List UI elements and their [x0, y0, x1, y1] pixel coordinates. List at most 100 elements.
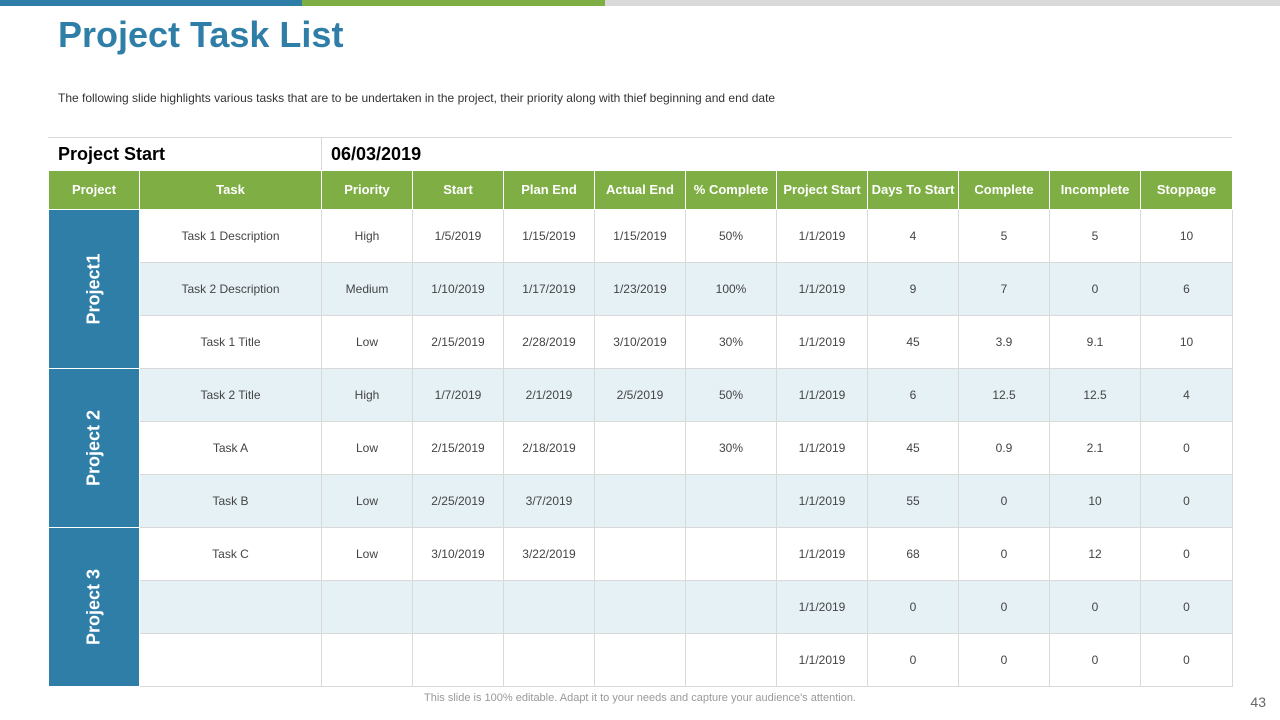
table-cell: High [321, 209, 413, 263]
divider [321, 138, 322, 171]
table-cell: 7 [958, 262, 1050, 316]
table-cell: Task 1 Title [139, 315, 322, 369]
table-cell: 12 [1049, 527, 1141, 581]
project-start-value: 06/03/2019 [331, 144, 422, 164]
table-cell: 0 [1140, 421, 1233, 475]
table-row: 1/1/2019 0 0 0 0 [49, 633, 1233, 687]
table-cell: 0 [867, 633, 959, 687]
table-cell: 30% [685, 315, 777, 369]
table-cell [139, 580, 322, 634]
table-cell: 5 [1049, 209, 1141, 263]
table-row: Project 3 Task C Low 3/10/2019 3/22/2019 1/1/… [48, 527, 1233, 687]
table-cell: 10 [1140, 315, 1233, 369]
table-cell: 5 [958, 209, 1050, 263]
table-cell: 45 [867, 421, 959, 475]
table-row: Project 2 Task 2 Title High 1/7/2019 2/1/201… [48, 368, 1233, 528]
table-cell: 3/10/2019 [412, 527, 504, 581]
table-cell: 0 [1140, 580, 1233, 634]
column-header: Project Start [776, 170, 868, 210]
table-cell: Task B [139, 474, 322, 528]
table-cell: 12.5 [1049, 368, 1141, 422]
table-cell: 1/15/2019 [503, 209, 595, 263]
table-cell: 0.9 [958, 421, 1050, 475]
table-cell: Low [321, 315, 413, 369]
project-start-row: Project Start 06/03/2019 [48, 137, 1232, 171]
table-cell: 2/18/2019 [503, 421, 595, 475]
table-cell: Task 2 Description [139, 262, 322, 316]
table-cell [685, 474, 777, 528]
table-cell: 2/1/2019 [503, 368, 595, 422]
table-cell: 6 [867, 368, 959, 422]
table-cell: 6 [1140, 262, 1233, 316]
table-cell: 50% [685, 368, 777, 422]
table-row: Task 2 Description Medium 1/10/2019 1/17/20… [49, 262, 1233, 316]
table-cell: 1/1/2019 [776, 209, 868, 263]
table-cell [594, 421, 686, 475]
table-cell: 1/7/2019 [412, 368, 504, 422]
table-cell [412, 633, 504, 687]
accent-bar-green [302, 0, 605, 6]
table-cell: 1/1/2019 [776, 527, 868, 581]
table-cell: 45 [867, 315, 959, 369]
table-cell [503, 580, 595, 634]
table-cell: 1/1/2019 [776, 580, 868, 634]
table-cell: Medium [321, 262, 413, 316]
top-accent-bar [0, 0, 1280, 6]
table-cell: 0 [1140, 633, 1233, 687]
table-cell: 2/15/2019 [412, 315, 504, 369]
table-cell: 1/1/2019 [776, 474, 868, 528]
column-header: Actual End [594, 170, 686, 210]
table-row: Task B Low 2/25/2019 3/7/2019 1/1/2019 55 0 10 0 [49, 474, 1233, 528]
page-number: 43 [1250, 694, 1266, 710]
table-cell: 4 [867, 209, 959, 263]
table-cell: 100% [685, 262, 777, 316]
page-title: Project Task List [58, 14, 344, 55]
table-cell [685, 580, 777, 634]
accent-bar-gray [605, 0, 1280, 6]
table-cell: Low [321, 527, 413, 581]
column-header: Priority [321, 170, 413, 210]
table-cell: 50% [685, 209, 777, 263]
table-cell: 3/7/2019 [503, 474, 595, 528]
table-cell: Low [321, 421, 413, 475]
table-cell: 12.5 [958, 368, 1050, 422]
table-cell: 1/10/2019 [412, 262, 504, 316]
table-cell: 1/23/2019 [594, 262, 686, 316]
table-cell: 1/1/2019 [776, 368, 868, 422]
project-group-cell: Project1 [48, 209, 140, 369]
column-header: Incomplete [1049, 170, 1141, 210]
table-cell: Task 2 Title [139, 368, 322, 422]
table-cell: 1/1/2019 [776, 315, 868, 369]
project-group-label: Project 3 [83, 568, 104, 646]
table-cell: 1/15/2019 [594, 209, 686, 263]
column-header: Complete [958, 170, 1050, 210]
column-header: % Complete [685, 170, 777, 210]
task-table: Project Task Priority Start Plan End Actual E… [48, 170, 1233, 687]
table-cell: 2/5/2019 [594, 368, 686, 422]
accent-bar-blue [0, 0, 302, 6]
table-cell: 0 [958, 474, 1050, 528]
table-cell: 0 [1140, 474, 1233, 528]
table-cell: 0 [958, 580, 1050, 634]
table-cell: Task A [139, 421, 322, 475]
table-cell: 68 [867, 527, 959, 581]
column-header: Task [139, 170, 322, 210]
table-row: Task A Low 2/15/2019 2/18/2019 30% 1/1/2019 45… [49, 421, 1233, 475]
column-header: Plan End [503, 170, 595, 210]
table-row: Task 1 Title Low 2/15/2019 2/28/2019 3/10/20… [49, 315, 1233, 369]
column-header: Project [48, 170, 140, 210]
table-cell: High [321, 368, 413, 422]
column-header: Start [412, 170, 504, 210]
table-cell: 2/25/2019 [412, 474, 504, 528]
table-cell: 1/1/2019 [776, 633, 868, 687]
table-cell: 0 [958, 527, 1050, 581]
table-cell: Task C [139, 527, 322, 581]
table-row: Project1 Task 1 Description High 1/5/2019 1/… [48, 209, 1233, 369]
table-cell: Low [321, 474, 413, 528]
table-cell: 1/17/2019 [503, 262, 595, 316]
footer-note: This slide is 100% editable. Adapt it to… [424, 692, 856, 704]
table-cell [321, 580, 413, 634]
table-cell: 3/22/2019 [503, 527, 595, 581]
table-body: Project1 Task 1 Description High 1/5/2019 1/… [48, 209, 1233, 687]
table-cell: 1/1/2019 [776, 262, 868, 316]
